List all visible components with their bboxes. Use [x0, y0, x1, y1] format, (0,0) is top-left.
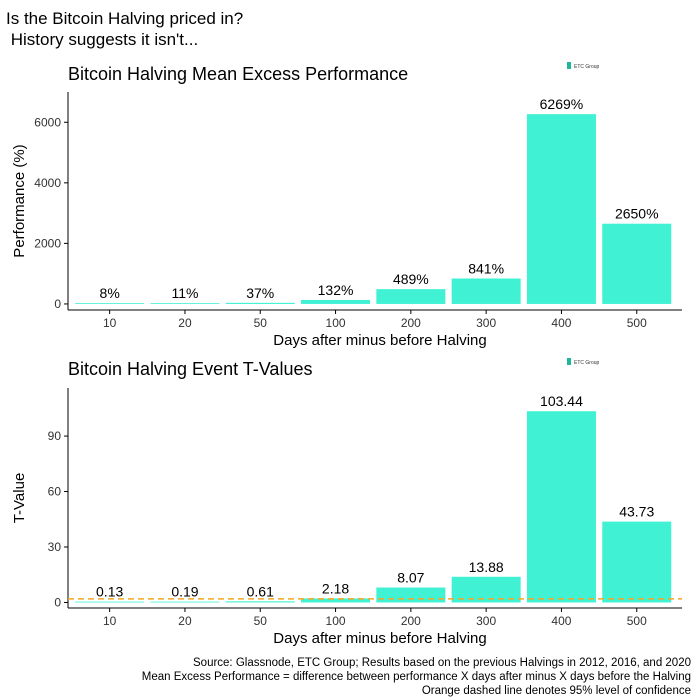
- perf-y-tick-label: 6000: [34, 115, 61, 129]
- perf-x-tick-label-100: 100: [326, 316, 346, 330]
- tval-x-tick-label-300: 300: [476, 614, 496, 628]
- perf-bar-300: [451, 278, 521, 304]
- tval-logo-icon: [567, 358, 571, 365]
- perf-bar-10: [75, 303, 145, 304]
- tval-x-axis-label: Days after minus before Halving: [273, 630, 486, 647]
- footer-definition: Mean Excess Performance = difference bet…: [141, 671, 691, 683]
- tval-bar-100: [301, 598, 371, 603]
- tval-data-label-500: 43.73: [619, 504, 654, 520]
- perf-logo-text: ETC Group: [574, 64, 600, 70]
- tval-x-tick-label-10: 10: [103, 614, 117, 628]
- footer-notes: Source: Glassnode, ETC Group; Results ba…: [142, 656, 691, 698]
- perf-logo-icon: [567, 62, 571, 69]
- tval-x-tick-label-100: 100: [326, 614, 346, 628]
- tval-data-label-200: 8.07: [397, 570, 424, 586]
- perf-x-tick-label-500: 500: [627, 316, 647, 330]
- footer-confidence-note: Orange dashed line denotes 95% level of …: [421, 685, 691, 697]
- tval-bar-400: [526, 411, 596, 603]
- perf-x-axis-label: Days after minus before Halving: [273, 332, 486, 349]
- perf-y-tick-label: 4000: [34, 176, 61, 190]
- tval-data-label-20: 0.19: [171, 584, 198, 600]
- tval-data-label-400: 103.44: [540, 393, 583, 409]
- perf-x-tick-label-50: 50: [254, 316, 268, 330]
- tval-y-tick-label: 90: [48, 429, 62, 443]
- tval-x-tick-label-200: 200: [401, 614, 421, 628]
- tval-bar-50: [225, 601, 295, 603]
- tval-y-tick-label: 30: [48, 540, 62, 554]
- headline: Is the Bitcoin Halving priced in? Histor…: [6, 8, 243, 50]
- perf-bar-100: [301, 299, 371, 304]
- perf-bar-200: [376, 289, 446, 304]
- tval-data-label-10: 0.13: [96, 584, 123, 600]
- perf-bar-400: [526, 114, 596, 304]
- tval-data-label-100: 2.18: [322, 580, 349, 596]
- perf-x-tick-label-200: 200: [401, 316, 421, 330]
- perf-x-tick-label-10: 10: [103, 316, 117, 330]
- tval-bar-20: [150, 601, 220, 603]
- perf-chart-title: Bitcoin Halving Mean Excess Performance: [68, 64, 408, 84]
- perf-data-label-50: 37%: [246, 285, 274, 301]
- tval-bar-10: [75, 601, 145, 603]
- perf-data-label-200: 489%: [393, 271, 429, 287]
- perf-data-label-10: 8%: [100, 285, 120, 301]
- tval-x-tick-label-20: 20: [178, 614, 192, 628]
- perf-bar-50: [225, 302, 295, 304]
- perf-x-tick-label-20: 20: [178, 316, 192, 330]
- footer-source: Source: Glassnode, ETC Group; Results ba…: [193, 657, 691, 669]
- tval-x-tick-label-50: 50: [254, 614, 268, 628]
- perf-y-tick-label: 0: [54, 297, 61, 311]
- headline-line-2: History suggests it isn't...: [6, 30, 199, 49]
- tval-data-label-300: 13.88: [469, 559, 504, 575]
- tval-chart-title: Bitcoin Halving Event T-Values: [68, 359, 312, 379]
- tval-x-tick-label-400: 400: [551, 614, 571, 628]
- perf-data-label-100: 132%: [318, 282, 354, 298]
- perf-bar-500: [602, 223, 672, 304]
- perf-data-label-20: 11%: [171, 285, 198, 301]
- perf-y-axis-label: Performance (%): [11, 144, 28, 257]
- perf-data-label-400: 6269%: [540, 96, 584, 112]
- perf-bar-20: [150, 303, 220, 304]
- tval-bar-200: [376, 587, 446, 603]
- perf-y-tick-label: 2000: [34, 236, 61, 250]
- tval-y-tick-label: 0: [54, 595, 61, 609]
- tval-logo-text: ETC Group: [574, 360, 600, 366]
- tval-bar-500: [602, 521, 672, 603]
- tval-y-axis-label: T-Value: [11, 473, 28, 524]
- tval-x-tick-label-500: 500: [627, 614, 647, 628]
- tval-data-label-50: 0.61: [247, 583, 274, 599]
- perf-data-label-300: 841%: [468, 260, 504, 276]
- perf-x-tick-label-300: 300: [476, 316, 496, 330]
- perf-x-tick-label-400: 400: [551, 316, 571, 330]
- headline-line-1: Is the Bitcoin Halving priced in?: [6, 9, 244, 28]
- perf-data-label-500: 2650%: [615, 206, 659, 222]
- tval-y-tick-label: 60: [48, 485, 62, 499]
